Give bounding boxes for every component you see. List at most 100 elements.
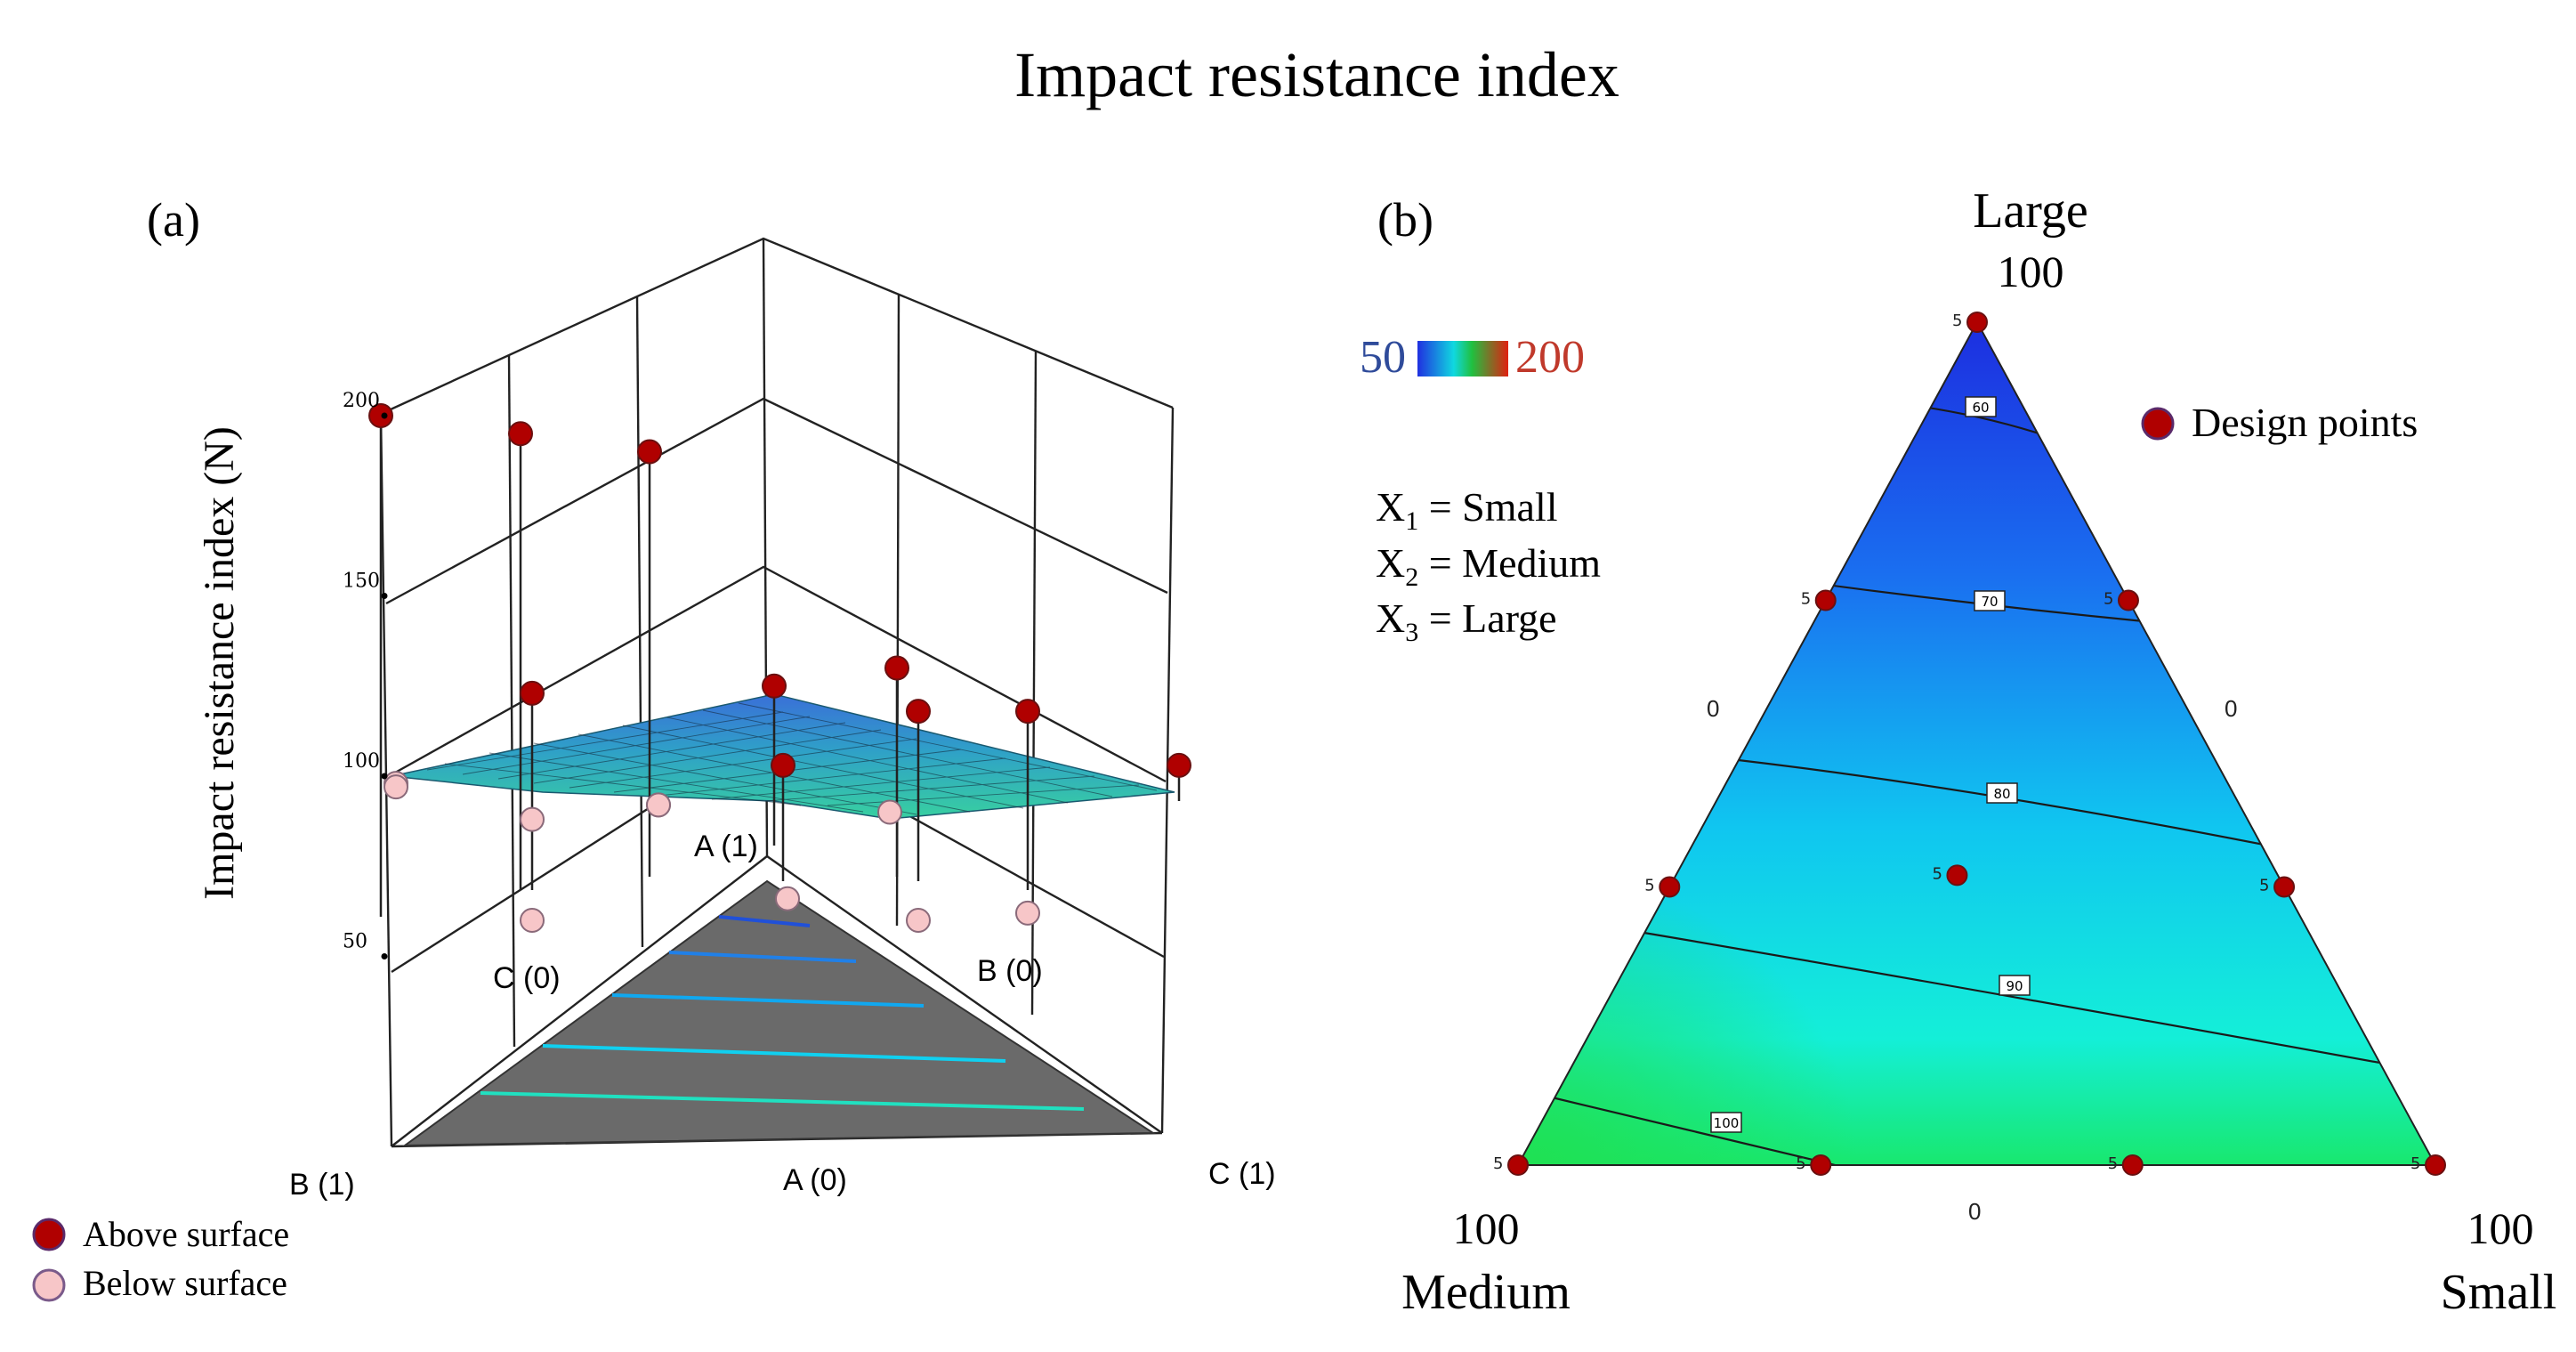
design-point-label: 5 xyxy=(1796,1154,1805,1173)
ternary-design-point xyxy=(1966,312,1988,333)
marker-below-surface xyxy=(775,886,800,911)
projected-triangle xyxy=(401,879,1157,1147)
corner-top-value: 100 xyxy=(1998,247,2064,296)
panel-b: (b) 50 200 X1 = Small X2 = Medium X3 = L… xyxy=(1360,183,2556,1320)
ternary-design-point xyxy=(2117,589,2139,611)
legend-above-marker xyxy=(32,1218,66,1251)
marker-below-surface xyxy=(877,799,902,825)
colorbar xyxy=(1417,341,1508,376)
stems xyxy=(379,416,1181,917)
ternary-design-points: 5 5 5 5 5 5 5 5 5 5 xyxy=(1493,312,2446,1176)
z-tick-label: 200 xyxy=(343,390,380,412)
marker-above-surface xyxy=(906,699,931,725)
design-point-label: 5 xyxy=(2104,590,2113,609)
contour-label-box xyxy=(1710,1112,1742,1133)
vertex-b1: B (1) xyxy=(289,1168,355,1202)
ternary-design-point xyxy=(1507,1154,1529,1176)
corner-right-label: Small xyxy=(2441,1265,2557,1320)
contour-80 xyxy=(1690,753,2314,856)
z-axis-ticks: 200 150 100 50 xyxy=(343,390,388,959)
design-point-label: 5 xyxy=(1932,864,1942,883)
ternary-green-corner xyxy=(1518,322,2435,1165)
contour-label: 70 xyxy=(1981,594,1998,610)
vertex-c0: C (0) xyxy=(493,961,561,995)
contour-label: 90 xyxy=(2006,978,2023,994)
marker-below-surface xyxy=(520,908,545,933)
contour-label: 100 xyxy=(1714,1115,1740,1131)
ternary-design-point xyxy=(1810,1154,1832,1176)
panel-a-label: (a) xyxy=(147,193,200,247)
panel-b-label: (b) xyxy=(1377,193,1433,247)
z-tick-mark xyxy=(381,593,388,599)
z-tick-label: 150 xyxy=(343,571,380,593)
z-tick-label: 100 xyxy=(343,750,380,773)
design-point-label: 5 xyxy=(1493,1154,1503,1173)
marker-above-surface xyxy=(771,752,795,778)
legend-below-label: Below surface xyxy=(83,1263,287,1303)
ternary-design-point xyxy=(1814,589,1837,611)
contour-label: 60 xyxy=(1972,400,1989,416)
corner-top-label: Large xyxy=(1973,183,2088,239)
ternary-design-point xyxy=(2425,1154,2446,1176)
ternary-design-point xyxy=(2121,1154,2144,1176)
marker-above-surface xyxy=(762,673,787,699)
contour-label-box xyxy=(1986,782,2018,804)
definition-x3: X3 = Large xyxy=(1376,595,1557,647)
contour-labels: 60 70 80 90 100 xyxy=(1710,396,2031,1133)
design-markers xyxy=(368,403,1191,933)
legend-above-label: Above surface xyxy=(83,1214,289,1254)
design-point-label: 5 xyxy=(2410,1154,2420,1173)
corner-right-value: 100 xyxy=(2467,1203,2534,1253)
legend-a: Above surface Below surface xyxy=(32,1214,289,1303)
marker-above-surface xyxy=(520,680,545,706)
ternary-design-point xyxy=(2273,876,2296,898)
marker-above-surface xyxy=(1167,752,1191,778)
marker-below-surface xyxy=(384,774,408,800)
figure-title: Impact resistance index xyxy=(1014,39,1619,110)
contour-90 xyxy=(1601,924,2386,1065)
marker-above-surface xyxy=(1015,699,1040,725)
design-point-label: 5 xyxy=(1952,312,1962,330)
design-point-label: 5 xyxy=(1644,876,1654,895)
ternary-outline xyxy=(1516,320,2437,1166)
corner-left-value: 100 xyxy=(1453,1203,1520,1253)
contour-100 xyxy=(1547,1095,1914,1165)
design-point-label: 5 xyxy=(2259,876,2269,895)
marker-below-surface xyxy=(906,908,931,933)
definition-x2: X2 = Medium xyxy=(1376,540,1601,592)
z-tick-mark xyxy=(381,412,388,419)
contour-label-box xyxy=(1965,396,1997,417)
component-definitions: X1 = Small X2 = Medium X3 = Large xyxy=(1376,484,1601,647)
colorbar-min: 50 xyxy=(1360,332,1406,383)
z-tick-mark xyxy=(381,773,388,780)
edge-zero-bottom: 0 xyxy=(1968,1198,1981,1225)
ternary-design-point xyxy=(1946,864,1968,886)
marker-above-surface xyxy=(368,403,393,428)
ternary-plot: 60 70 80 90 100 5 5 5 5 5 5 5 5 5 5 xyxy=(1493,312,2446,1176)
ternary-design-point xyxy=(1659,876,1681,898)
vertex-a0: A (0) xyxy=(783,1163,847,1197)
design-point-label: 5 xyxy=(2108,1154,2118,1173)
vertex-b0: B (0) xyxy=(977,954,1043,988)
contour-label: 80 xyxy=(1993,786,2010,802)
vertex-a1: A (1) xyxy=(694,830,758,863)
contour-label-box xyxy=(1999,975,2031,996)
definition-x1: X1 = Small xyxy=(1376,484,1558,536)
contour-label-box xyxy=(1974,590,2006,611)
marker-above-surface xyxy=(637,439,662,465)
design-points-legend-label: Design points xyxy=(2192,400,2418,445)
colorbar-max: 200 xyxy=(1515,332,1585,383)
marker-above-surface xyxy=(884,655,909,681)
y-axis-title: Impact resistance index (N) xyxy=(196,426,243,900)
z-tick-label: 50 xyxy=(343,931,367,953)
corner-left-label: Medium xyxy=(1401,1265,1571,1320)
z-tick-mark xyxy=(381,953,388,959)
vertex-c1: C (1) xyxy=(1208,1157,1276,1191)
marker-below-surface xyxy=(646,792,671,818)
legend-below-marker xyxy=(32,1268,66,1302)
edge-zero-left: 0 xyxy=(1707,695,1719,722)
edge-zero-right: 0 xyxy=(2225,695,2237,722)
marker-above-surface xyxy=(508,421,533,447)
marker-below-surface xyxy=(520,806,545,832)
